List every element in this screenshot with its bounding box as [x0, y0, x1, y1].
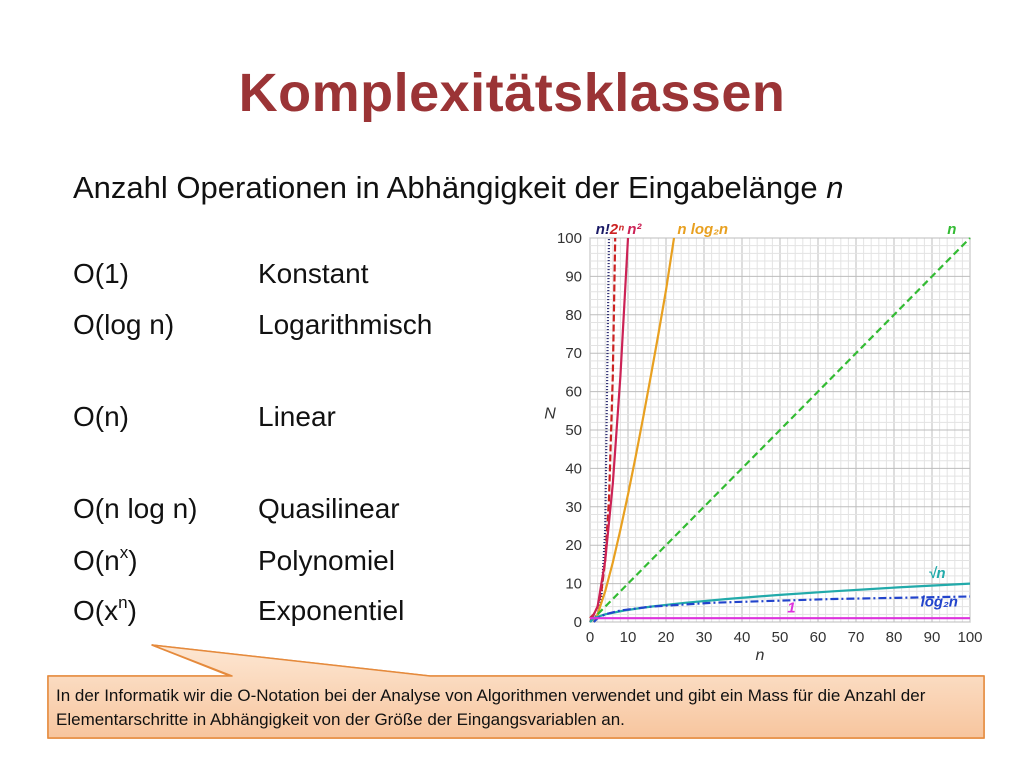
- series-label: n: [947, 221, 956, 238]
- y-tick-label: 90: [565, 268, 582, 285]
- y-tick-label: 10: [565, 576, 582, 593]
- series-label: log₂n: [921, 594, 958, 611]
- complexity-notation: O(1): [73, 258, 129, 289]
- complexity-notation: O(log n): [73, 309, 175, 340]
- complexity-notation: O(nx): [73, 542, 138, 576]
- x-tick-label: 20: [658, 629, 675, 646]
- slide-subtitle: Anzahl Operationen in Abhängigkeit der E…: [73, 170, 843, 206]
- y-tick-label: 20: [565, 537, 582, 554]
- complexity-notation: O(n log n): [73, 493, 198, 524]
- y-tick-label: 40: [565, 460, 582, 477]
- x-tick-label: 40: [734, 629, 751, 646]
- y-axis-label: N: [544, 405, 556, 422]
- complexity-description: Konstant: [258, 258, 369, 289]
- series-label: 2ⁿ: [609, 221, 624, 238]
- x-tick-label: 100: [957, 629, 982, 646]
- complexity-description: Quasilinear: [258, 493, 400, 524]
- callout-text: In der Informatik wir die O-Notation bei…: [56, 686, 926, 729]
- y-tick-label: 70: [565, 345, 582, 362]
- complexity-description: Exponentiel: [258, 595, 405, 626]
- x-tick-label: 50: [772, 629, 789, 646]
- y-tick-label: 0: [574, 614, 582, 631]
- series-line: [589, 582, 971, 623]
- x-tick-label: 80: [886, 629, 903, 646]
- complexity-growth-chart: 0 10 20 30 40 50 60 70 80 90 100 0 10 20 30 40 50 60 70 80 9…: [544, 221, 982, 660]
- x-axis-label: n: [756, 647, 765, 660]
- slide-title: Komplexitätsklassen: [238, 63, 786, 123]
- complexity-notation: O(n): [73, 401, 129, 432]
- series-line: [592, 237, 676, 623]
- x-tick-label: 10: [620, 629, 637, 646]
- x-tick-label: 60: [810, 629, 827, 646]
- series-label: n²: [627, 221, 642, 238]
- complexity-notation: O(xn): [73, 592, 137, 626]
- x-tick-label: 30: [696, 629, 713, 646]
- complexity-description: Polynomiel: [258, 545, 395, 576]
- subtitle-text: Anzahl Operationen in Abhängigkeit der E…: [73, 170, 827, 205]
- y-tick-label: 100: [557, 230, 582, 247]
- subtitle-variable: n: [826, 170, 844, 205]
- series-label: 1: [787, 599, 795, 616]
- series-line: [589, 237, 630, 623]
- y-tick-label: 50: [565, 422, 582, 439]
- x-tick-label: 70: [848, 629, 865, 646]
- series-label: n!: [596, 221, 610, 238]
- complexity-description: Linear: [258, 401, 336, 432]
- y-tick-label: 80: [565, 307, 582, 324]
- series-line: [589, 237, 971, 623]
- x-tick-label: 0: [586, 629, 594, 646]
- y-tick-label: 30: [565, 499, 582, 516]
- x-tick-label: 90: [924, 629, 941, 646]
- series-label: √n: [928, 565, 945, 582]
- y-tick-label: 60: [565, 384, 582, 401]
- complexity-description: Logarithmisch: [258, 309, 433, 340]
- series-label: n log₂n: [677, 221, 728, 238]
